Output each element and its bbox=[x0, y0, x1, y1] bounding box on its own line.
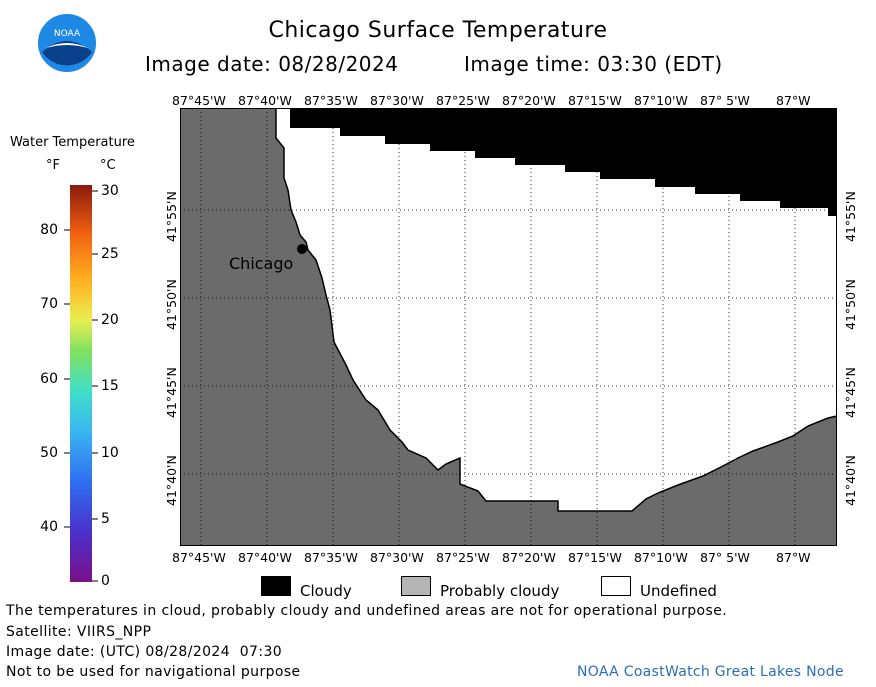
f-tick-40: 40 bbox=[40, 519, 58, 535]
lon-top-10: 87°W bbox=[776, 93, 811, 108]
lon-bottom-2: 87°40'W bbox=[238, 550, 292, 565]
lat-right-3: 41°45'N bbox=[843, 367, 858, 418]
f-tick-50: 50 bbox=[40, 445, 58, 461]
c-tick-25: 25 bbox=[101, 246, 119, 262]
noaa-logo-icon: NOAA bbox=[36, 12, 98, 74]
f-tick-70: 70 bbox=[40, 296, 58, 312]
logo-text: NOAA bbox=[54, 29, 81, 39]
c-tick-10: 10 bbox=[101, 445, 119, 461]
legend-swatch-probably-cloudy bbox=[401, 576, 431, 596]
lon-top-8: 87°10'W bbox=[634, 93, 688, 108]
lon-top-9: 87° 5'W bbox=[700, 93, 750, 108]
lon-bottom-8: 87°10'W bbox=[634, 550, 688, 565]
lon-top-1: 87°45'W bbox=[172, 93, 226, 108]
c-tick-30: 30 bbox=[101, 183, 119, 199]
unit-fahrenheit: °F bbox=[46, 158, 60, 173]
page-title: Chicago Surface Temperature bbox=[268, 18, 608, 43]
lon-top-7: 87°15'W bbox=[568, 93, 622, 108]
legend-label-cloudy: Cloudy bbox=[300, 582, 352, 600]
c-tick-5: 5 bbox=[101, 511, 110, 527]
lon-top-6: 87°20'W bbox=[502, 93, 556, 108]
footer-nav-warning: Not to be used for navigational purpose bbox=[6, 664, 301, 680]
legend-label-undefined: Undefined bbox=[640, 582, 717, 600]
lat-left-3: 41°45'N bbox=[164, 367, 179, 418]
lon-bottom-4: 87°30'W bbox=[370, 550, 424, 565]
cloud-area bbox=[290, 108, 837, 216]
image-time: Image time: 03:30 (EDT) bbox=[464, 52, 723, 76]
lat-left-1: 41°55'N bbox=[164, 191, 179, 242]
colorbar bbox=[60, 185, 110, 585]
lon-bottom-10: 87°W bbox=[776, 550, 811, 565]
c-tick-20: 20 bbox=[101, 312, 119, 328]
footer-disclaimer: The temperatures in cloud, probably clou… bbox=[6, 603, 728, 619]
lon-bottom-9: 87° 5'W bbox=[700, 550, 750, 565]
f-tick-80: 80 bbox=[40, 222, 58, 238]
lon-top-5: 87°25'W bbox=[436, 93, 490, 108]
image-date: Image date: 08/28/2024 bbox=[145, 52, 399, 76]
city-label-chicago: Chicago bbox=[229, 254, 294, 273]
footer-credit: NOAA CoastWatch Great Lakes Node bbox=[577, 664, 844, 680]
lat-left-2: 41°50'N bbox=[164, 279, 179, 330]
f-tick-60: 60 bbox=[40, 371, 58, 387]
footer-utc-date: Image date: (UTC) 08/28/2024 07:30 bbox=[6, 644, 283, 660]
c-tick-15: 15 bbox=[101, 378, 119, 394]
c-tick-0: 0 bbox=[101, 573, 110, 589]
lon-bottom-1: 87°45'W bbox=[172, 550, 226, 565]
unit-celsius: °C bbox=[100, 158, 116, 173]
lat-right-2: 41°50'N bbox=[843, 279, 858, 330]
lon-bottom-5: 87°25'W bbox=[436, 550, 490, 565]
lon-top-2: 87°40'W bbox=[238, 93, 292, 108]
legend-swatch-undefined bbox=[601, 576, 631, 596]
footer-satellite: Satellite: VIIRS_NPP bbox=[6, 624, 152, 640]
lon-top-3: 87°35'W bbox=[304, 93, 358, 108]
map-panel bbox=[180, 106, 838, 546]
lat-right-1: 41°55'N bbox=[843, 191, 858, 242]
lat-left-4: 41°40'N bbox=[164, 455, 179, 506]
lon-bottom-3: 87°35'W bbox=[304, 550, 358, 565]
legend-label-probably-cloudy: Probably cloudy bbox=[440, 582, 560, 600]
colorbar-title: Water Temperature bbox=[10, 135, 135, 150]
lon-top-4: 87°30'W bbox=[370, 93, 424, 108]
legend-swatch-cloudy bbox=[261, 576, 291, 596]
lon-bottom-6: 87°20'W bbox=[502, 550, 556, 565]
chicago-marker bbox=[297, 244, 307, 254]
lon-bottom-7: 87°15'W bbox=[568, 550, 622, 565]
lat-right-4: 41°40'N bbox=[843, 455, 858, 506]
land-area bbox=[180, 108, 837, 546]
